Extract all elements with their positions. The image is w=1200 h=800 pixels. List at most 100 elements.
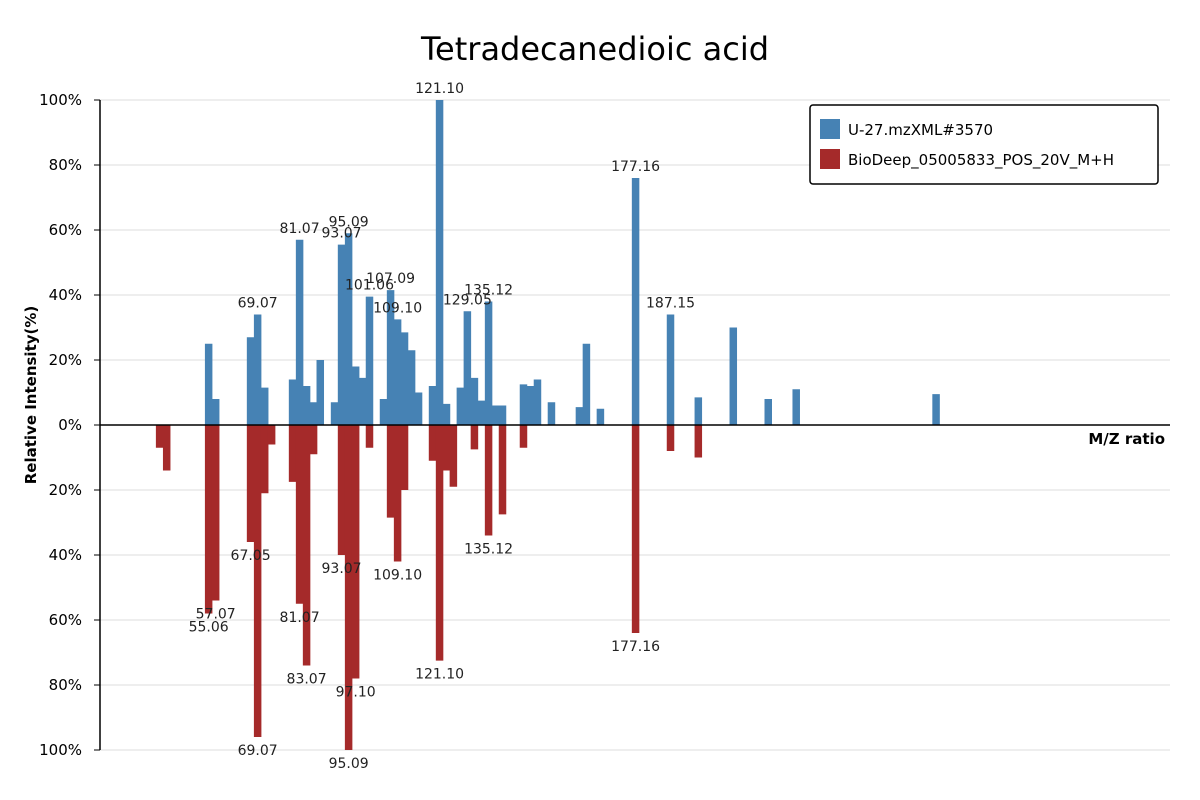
peak-bar-top <box>631 178 640 425</box>
peak-bar-bottom <box>267 425 276 445</box>
peak-bar-top <box>337 244 346 425</box>
peak-bar-bottom <box>246 425 255 542</box>
peak-label-bottom: 97.10 <box>336 685 376 701</box>
peak-bars <box>155 100 940 750</box>
peak-label-top: 95.09 <box>329 214 369 230</box>
peak-bar-top <box>491 405 500 425</box>
peak-bar-bottom <box>288 425 297 482</box>
peak-bar-top <box>694 397 703 425</box>
y-tick-label: 100% <box>39 741 82 759</box>
peak-bar-top <box>547 402 556 425</box>
peak-bar-bottom <box>295 425 304 604</box>
peak-bar-bottom <box>666 425 675 451</box>
peak-bar-top <box>358 377 367 425</box>
peak-label-top: 129.05 <box>443 292 492 308</box>
peak-bar-top <box>386 290 395 425</box>
peak-label-bottom: 69.07 <box>238 743 278 759</box>
peak-bar-bottom <box>211 425 220 601</box>
peak-bar-top <box>498 405 507 425</box>
peak-label-bottom: 135.12 <box>464 542 513 558</box>
peak-label-top: 109.10 <box>373 300 422 316</box>
peak-bar-top <box>365 296 374 425</box>
peak-bar-top <box>260 387 269 425</box>
peak-label-bottom: 57.07 <box>196 607 236 623</box>
peak-bar-bottom <box>393 425 402 562</box>
peak-label-top: 69.07 <box>238 296 278 312</box>
legend-swatch-bottom <box>820 149 840 169</box>
peak-bar-top <box>407 350 416 425</box>
peak-label-top: 187.15 <box>646 296 695 312</box>
peak-label-bottom: 83.07 <box>287 672 327 688</box>
peak-bar-top <box>309 402 318 425</box>
peak-bar-bottom <box>162 425 171 471</box>
legend-box <box>809 104 1159 185</box>
peak-label-bottom: 95.09 <box>329 756 369 772</box>
peak-bar-top <box>932 394 940 425</box>
legend-label-top: U-27.mzXML#3570 <box>848 121 993 139</box>
peak-bar-bottom <box>449 425 458 487</box>
peak-label-bottom: 67.05 <box>231 548 271 564</box>
peak-bar-bottom <box>435 425 444 661</box>
peak-bar-top <box>414 392 423 425</box>
peak-bar-top <box>295 239 304 425</box>
peak-bar-top <box>302 386 311 425</box>
legend-swatch-top <box>820 119 840 139</box>
peak-bar-bottom <box>400 425 409 490</box>
peak-label-bottom: 81.07 <box>280 610 320 626</box>
peak-bar-top <box>477 400 486 425</box>
peak-bar-bottom <box>302 425 311 666</box>
peak-bar-top <box>519 384 528 425</box>
peak-bar-bottom <box>442 425 451 471</box>
legend: U-27.mzXML#3570 BioDeep_05005833_POS_20V… <box>809 104 1159 185</box>
y-tick-label: 80% <box>49 676 82 694</box>
y-tick-label: 40% <box>49 546 82 564</box>
peak-bar-top <box>484 301 493 425</box>
chart-title: Tetradecanedioic acid <box>420 30 769 68</box>
legend-label-bottom: BioDeep_05005833_POS_20V_M+H <box>848 151 1114 170</box>
y-axis-title: Relative Intensity(%) <box>22 306 40 485</box>
peak-bar-top <box>792 389 800 425</box>
peak-bar-top <box>463 311 472 425</box>
y-tick-label: 0% <box>58 416 82 434</box>
peak-bar-top <box>400 332 409 425</box>
peak-bar-top <box>211 399 220 425</box>
peak-bar-top <box>246 337 255 425</box>
peak-bar-top <box>764 399 772 425</box>
peak-label-top: 93.07 <box>322 226 362 242</box>
peak-bar-top <box>575 407 584 425</box>
peak-bar-bottom <box>386 425 395 518</box>
peak-bar-bottom <box>204 425 213 614</box>
peak-bar-top <box>330 402 339 425</box>
y-tick-label: 60% <box>49 221 82 239</box>
peak-label-top: 101.06 <box>345 278 394 294</box>
peak-bar-bottom <box>155 425 164 448</box>
peak-bar-bottom <box>519 425 528 448</box>
y-axis-ticks: 100% 80% 60% 40% 20% 0% 20% 40% 60% 80% 100% <box>39 91 100 759</box>
peak-bar-top <box>316 360 325 425</box>
peak-bar-bottom <box>428 425 437 461</box>
peak-bar-top <box>351 366 360 425</box>
peak-bar-top <box>253 314 262 425</box>
peak-bar-bottom <box>344 425 353 750</box>
y-tick-label: 20% <box>49 481 82 499</box>
peak-bar-bottom <box>694 425 703 458</box>
peak-label-top: 177.16 <box>611 159 660 175</box>
peak-bar-bottom <box>351 425 360 679</box>
peak-label-top: 81.07 <box>280 221 320 237</box>
peak-bar-top <box>533 379 542 425</box>
peak-label-top: 107.09 <box>366 271 415 287</box>
peak-label-bottom: 93.07 <box>322 561 362 577</box>
y-tick-label: 40% <box>49 286 82 304</box>
peak-bar-bottom <box>470 425 479 450</box>
peak-bar-top <box>344 233 353 425</box>
peak-bar-top <box>379 399 388 425</box>
peak-bar-bottom <box>631 425 640 633</box>
peak-bar-top <box>442 403 451 425</box>
peak-bar-top <box>666 314 675 425</box>
peak-bar-bottom <box>484 425 493 536</box>
peak-label-top: 135.12 <box>464 283 513 299</box>
y-tick-label: 60% <box>49 611 82 629</box>
peak-bar-bottom <box>365 425 374 448</box>
y-tick-label: 100% <box>39 91 82 109</box>
